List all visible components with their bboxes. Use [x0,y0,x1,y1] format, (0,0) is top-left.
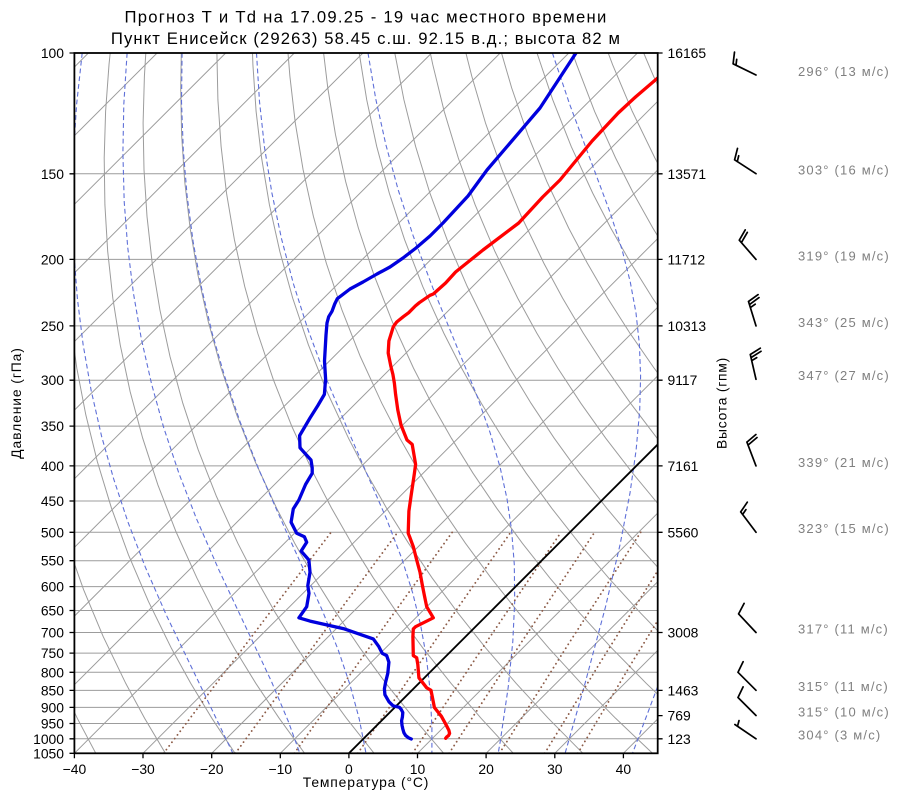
svg-text:5560: 5560 [668,524,699,540]
svg-text:Прогноз Т и Td на 17.09.25 - 1: Прогноз Т и Td на 17.09.25 - 19 час мест… [124,7,607,26]
svg-text:700: 700 [41,625,64,641]
svg-text:Пункт Енисейск (29263) 58.45 с: Пункт Енисейск (29263) 58.45 с.ш. 92.15 … [111,29,621,48]
svg-text:315° (10 м/с): 315° (10 м/с) [798,704,890,719]
svg-text:304° (3 м/с): 304° (3 м/с) [798,728,881,743]
svg-text:20: 20 [478,761,494,777]
svg-text:−20: −20 [200,761,224,777]
svg-text:550: 550 [41,553,64,569]
svg-text:16165: 16165 [668,45,707,61]
svg-text:339° (21 м/с): 339° (21 м/с) [798,455,890,470]
svg-text:900: 900 [41,699,64,715]
svg-text:123: 123 [668,731,691,747]
svg-text:Давление (гПа): Давление (гПа) [8,347,24,459]
svg-text:7161: 7161 [668,458,699,474]
svg-text:250: 250 [41,318,64,334]
svg-text:315° (11 м/с): 315° (11 м/с) [798,679,889,694]
svg-text:100: 100 [41,45,64,61]
svg-text:3008: 3008 [668,625,699,641]
svg-text:350: 350 [41,418,64,434]
svg-text:150: 150 [41,166,64,182]
svg-text:800: 800 [41,664,64,680]
svg-text:850: 850 [41,682,64,698]
svg-text:1050: 1050 [33,745,64,761]
svg-text:13571: 13571 [668,166,707,182]
svg-text:40: 40 [616,761,632,777]
svg-text:319° (19 м/с): 319° (19 м/с) [798,248,890,263]
svg-text:10: 10 [410,761,426,777]
svg-text:343° (25 м/с): 343° (25 м/с) [798,315,890,330]
svg-text:Высота (гпм): Высота (гпм) [714,357,730,449]
svg-text:10313: 10313 [668,318,707,334]
svg-text:300: 300 [41,372,64,388]
svg-text:323° (15 м/с): 323° (15 м/с) [798,521,890,536]
svg-text:−40: −40 [63,761,87,777]
svg-text:Температура (°C): Температура (°C) [303,774,429,790]
svg-text:303° (16 м/с): 303° (16 м/с) [798,163,890,178]
svg-text:347° (27 м/с): 347° (27 м/с) [798,368,890,383]
svg-text:0: 0 [345,761,353,777]
svg-text:317° (11 м/с): 317° (11 м/с) [798,621,889,636]
svg-text:750: 750 [41,645,64,661]
svg-text:769: 769 [668,708,691,724]
svg-text:950: 950 [41,716,64,732]
svg-text:1463: 1463 [668,682,699,698]
svg-text:200: 200 [41,251,64,267]
svg-text:600: 600 [41,579,64,595]
svg-text:296° (13 м/с): 296° (13 м/с) [798,64,890,79]
svg-text:650: 650 [41,603,64,619]
svg-text:450: 450 [41,493,64,509]
svg-text:400: 400 [41,458,64,474]
svg-text:9117: 9117 [668,372,698,388]
svg-text:1000: 1000 [33,731,64,747]
svg-text:11712: 11712 [668,251,706,267]
svg-text:−30: −30 [131,761,155,777]
svg-text:30: 30 [547,761,563,777]
svg-text:500: 500 [41,524,64,540]
svg-text:−10: −10 [269,761,293,777]
